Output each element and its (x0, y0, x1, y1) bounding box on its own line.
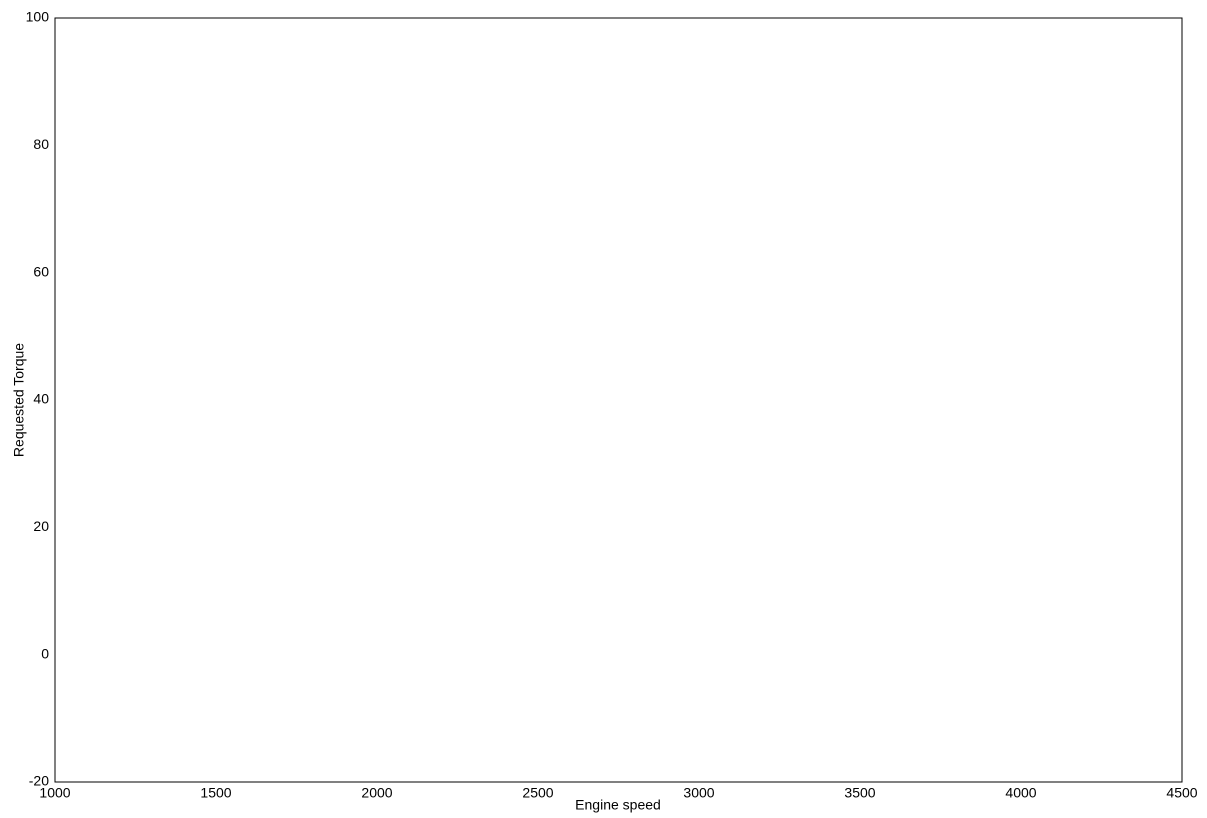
y-tick-label: 0 (41, 645, 49, 661)
x-tick-label: 3500 (844, 785, 875, 801)
y-tick-label: 20 (33, 518, 49, 534)
y-axis-label: Requested Torque (11, 343, 27, 457)
x-tick-label: 1500 (200, 785, 231, 801)
y-tick-label: 40 (33, 391, 49, 407)
y-tick-label: 60 (33, 263, 49, 279)
x-axis-label: Engine speed (575, 797, 661, 813)
x-tick-label: 4500 (1166, 785, 1197, 801)
x-tick-label: 3000 (683, 785, 714, 801)
x-tick-label: 2000 (361, 785, 392, 801)
y-tick-label: -20 (29, 773, 49, 789)
x-tick-label: 1000 (39, 785, 70, 801)
x-tick-label: 4000 (1005, 785, 1036, 801)
y-tick-label: 80 (33, 136, 49, 152)
plot-frame (54, 17, 1183, 783)
y-tick-label: 100 (26, 9, 50, 25)
x-tick-label: 2500 (522, 785, 553, 801)
